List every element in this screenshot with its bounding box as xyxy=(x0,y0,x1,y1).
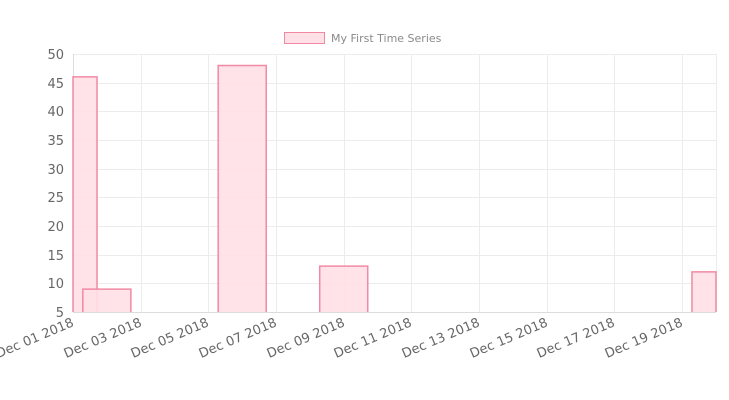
legend[interactable]: My First Time Series xyxy=(284,32,442,45)
bar[interactable] xyxy=(218,65,267,312)
bars xyxy=(72,64,717,312)
bar[interactable] xyxy=(319,266,368,312)
bar[interactable] xyxy=(82,289,131,312)
y-tick-label: 10 xyxy=(47,277,64,292)
bar[interactable] xyxy=(691,271,716,312)
x-tick: Dec 19 2018 xyxy=(603,316,685,362)
bar-outline xyxy=(318,265,369,312)
y-tick-label: 15 xyxy=(47,249,64,264)
y-tick-label: 30 xyxy=(47,163,64,178)
y-tick-label: 25 xyxy=(47,191,64,206)
y-tick-label: 40 xyxy=(47,105,64,120)
y-tick-label: 5 xyxy=(56,306,64,321)
bar-outline xyxy=(691,271,717,312)
bar-outline xyxy=(217,64,267,312)
legend-label[interactable]: My First Time Series xyxy=(331,32,442,45)
bar-outline xyxy=(72,76,98,312)
y-tick-label: 20 xyxy=(47,220,64,235)
y-tick-label: 35 xyxy=(47,134,64,149)
x-tick-label: Dec 19 2018 xyxy=(603,316,685,362)
grid xyxy=(73,54,717,313)
axes xyxy=(73,54,716,313)
bar[interactable] xyxy=(73,76,98,312)
y-tick-label: 50 xyxy=(47,48,64,63)
legend-swatch[interactable] xyxy=(284,32,325,44)
y-axis-ticks: 50 45 40 35 30 25 20 15 10 5 xyxy=(47,48,64,321)
bar-outline xyxy=(82,288,132,312)
y-tick-label: 45 xyxy=(47,77,64,92)
